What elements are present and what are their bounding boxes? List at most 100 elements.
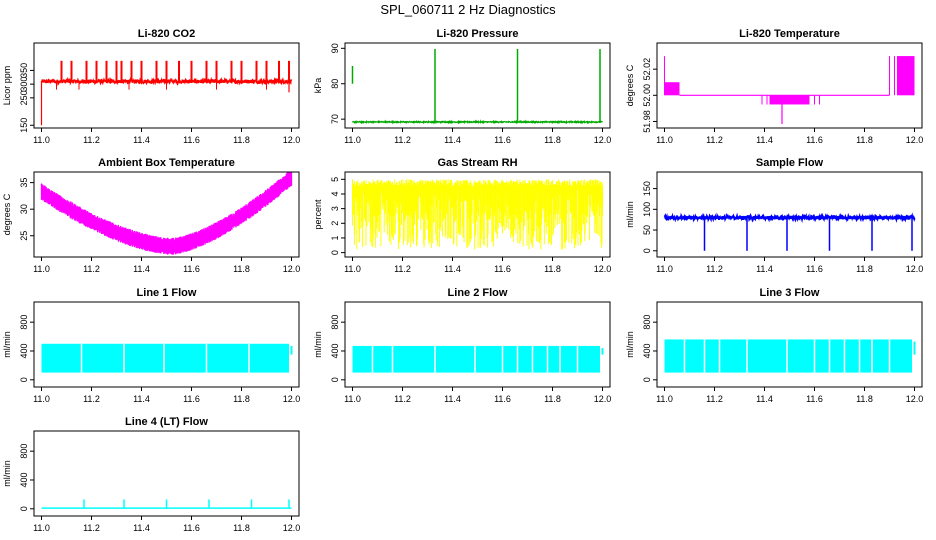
temperature-block: [664, 82, 680, 96]
x-tick-label: 11.4: [756, 135, 773, 145]
chart-panel-7: Line 1 Flow ml/min 11.0 11.2 11.4 11.6 11.8 12.…: [2, 287, 300, 404]
y-tick-label: 0: [642, 377, 652, 382]
plot-frame: [344, 42, 611, 129]
chart-data-group: [41, 343, 293, 373]
plot-frame: [33, 430, 300, 517]
y-tick-label: 800: [19, 444, 29, 459]
temperature-block: [769, 95, 810, 105]
x-tick-label: 11.0: [656, 135, 673, 145]
chart-data-group: [352, 179, 603, 250]
y-tick-label: 250: [19, 90, 29, 105]
y-axis-label: Licor ppm: [2, 66, 12, 106]
y-tick-label: 80: [330, 79, 340, 89]
x-tick-label: 11.2: [394, 264, 411, 274]
x-tick-label: 11.0: [344, 135, 361, 145]
x-tick-label: 11.8: [544, 264, 561, 274]
y-axis-label: degrees C: [2, 193, 12, 235]
x-tick-label: 11.0: [656, 394, 673, 404]
x-tick-label: 11.2: [83, 135, 100, 145]
chart-data-group: [40, 172, 293, 255]
plot-frame: [33, 301, 300, 388]
y-tick-label: 52.02: [642, 58, 652, 81]
x-tick-label: 11.0: [344, 264, 361, 274]
chart-data-group: [41, 499, 292, 509]
x-tick-label: 11.2: [394, 135, 411, 145]
x-tick-label: 11.0: [33, 523, 50, 533]
x-tick-label: 11.6: [183, 135, 200, 145]
x-tick-label: 11.6: [494, 135, 511, 145]
y-axis-label: ml/min: [2, 460, 12, 487]
chart-panel-4: Ambient Box Temperature degrees C 11.0 11.2…: [2, 157, 300, 274]
y-tick-label: 0: [19, 506, 29, 511]
y-tick-label: 4: [330, 191, 340, 196]
y-tick-label: 100: [642, 202, 652, 217]
x-tick-label: 11.4: [133, 264, 150, 274]
plot-frame: [33, 42, 300, 129]
x-tick-label: 12.0: [594, 264, 612, 274]
x-tick-label: 11.8: [856, 135, 873, 145]
y-tick-label: 300: [19, 77, 29, 92]
y-tick-label: 0: [330, 250, 340, 255]
y-axis-label: percent: [313, 199, 323, 230]
x-tick-label: 11.6: [806, 264, 823, 274]
y-tick-label: 0: [642, 248, 652, 253]
chart-panel-6: Sample Flow ml/min 11.0 11.2 11.4 11.6 11.8 12.…: [625, 157, 923, 274]
page-title: SPL_060711 2 Hz Diagnostics: [380, 2, 556, 17]
x-tick-label: 11.4: [133, 394, 150, 404]
y-tick-label: 350: [19, 63, 29, 78]
temperature-block: [897, 56, 915, 96]
y-tick-label: 25: [19, 231, 29, 241]
chart-data-group: [664, 339, 916, 373]
flow-block: [41, 343, 289, 373]
x-tick-label: 11.4: [444, 135, 461, 145]
x-tick-label: 12.0: [283, 394, 301, 404]
chart-title: Gas Stream RH: [437, 157, 517, 169]
chart-title: Line 1 Flow: [137, 287, 197, 299]
x-tick-label: 11.4: [756, 394, 773, 404]
x-tick-label: 11.8: [856, 394, 873, 404]
x-tick-label: 12.0: [594, 135, 612, 145]
chart-data-group: [664, 56, 915, 125]
x-tick-label: 11.4: [133, 523, 150, 533]
x-tick-label: 11.0: [33, 394, 50, 404]
y-tick-label: 150: [19, 118, 29, 133]
y-tick-label: 800: [19, 315, 29, 330]
chart-panel-1: Li-820 CO2 Licor ppm 11.0 11.2 11.4 11.6 11.8 1…: [2, 28, 300, 145]
y-tick-label: 51.98: [642, 110, 652, 133]
x-tick-label: 12.0: [906, 135, 924, 145]
y-axis-label: ml/min: [625, 331, 635, 358]
chart-panel-8: Line 2 Flow ml/min 11.0 11.2 11.4 11.6 11.8 12.…: [313, 287, 611, 404]
x-tick-label: 11.2: [83, 523, 100, 533]
x-tick-label: 11.4: [444, 264, 461, 274]
x-tick-label: 11.0: [656, 264, 673, 274]
plot-frame: [656, 301, 923, 388]
y-axis-label: ml/min: [2, 331, 12, 358]
x-tick-label: 11.8: [544, 135, 561, 145]
y-tick-label: 0: [330, 377, 340, 382]
x-tick-label: 11.2: [706, 394, 723, 404]
chart-title: Li-820 Pressure: [437, 28, 519, 40]
x-tick-label: 11.2: [706, 135, 723, 145]
x-tick-label: 11.8: [233, 394, 250, 404]
x-tick-label: 11.8: [233, 523, 250, 533]
chart-panel-3: Li-820 Temperature degrees C 11.0 11.2 11.4 1…: [625, 28, 923, 145]
x-tick-label: 12.0: [594, 394, 612, 404]
chart-data-group: [351, 49, 603, 125]
x-tick-label: 11.4: [756, 264, 773, 274]
y-tick-label: 90: [330, 43, 340, 53]
x-tick-label: 11.0: [33, 264, 50, 274]
plot-frame: [656, 42, 923, 129]
x-tick-label: 11.2: [394, 394, 411, 404]
x-tick-label: 11.6: [183, 264, 200, 274]
y-tick-label: 50: [642, 225, 652, 235]
chart-panel-2: Li-820 Pressure kPa 11.0 11.2 11.4 11.6 11.8 12…: [313, 28, 611, 145]
y-tick-label: 2: [330, 221, 340, 226]
plot-frame: [656, 171, 923, 258]
sample-series-line: [663, 212, 916, 224]
plot-frame: [344, 171, 611, 258]
x-tick-label: 11.6: [494, 394, 511, 404]
y-tick-label: 400: [19, 472, 29, 487]
chart-title: Sample Flow: [756, 157, 824, 169]
